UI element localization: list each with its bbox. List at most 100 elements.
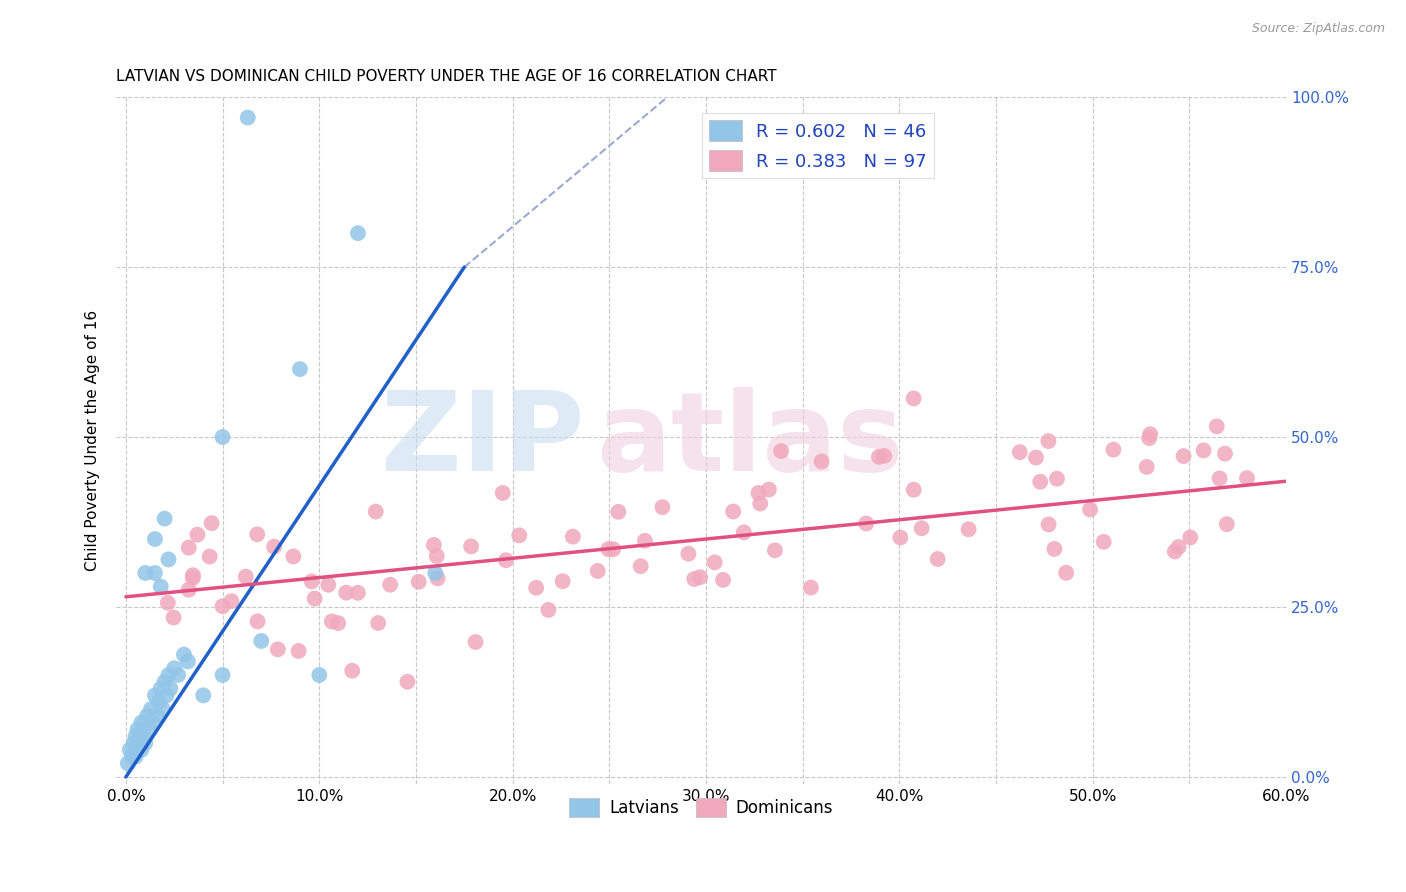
- Point: [464, 635, 486, 649]
- Point: [868, 450, 890, 464]
- Point: [152, 702, 174, 716]
- Point: [177, 654, 200, 668]
- Point: [1054, 566, 1077, 580]
- Point: [747, 486, 769, 500]
- Text: LATVIAN VS DOMINICAN CHILD POVERTY UNDER THE AGE OF 16 CORRELATION CHART: LATVIAN VS DOMINICAN CHILD POVERTY UNDER…: [117, 69, 778, 84]
- Point: [128, 736, 150, 750]
- Point: [703, 555, 725, 569]
- Point: [495, 553, 517, 567]
- Point: [143, 566, 166, 580]
- Point: [157, 552, 180, 566]
- Point: [800, 581, 823, 595]
- Point: [283, 549, 305, 564]
- Text: Source: ZipAtlas.com: Source: ZipAtlas.com: [1251, 22, 1385, 36]
- Point: [148, 695, 170, 709]
- Point: [1164, 544, 1187, 558]
- Point: [267, 642, 290, 657]
- Point: [1043, 541, 1066, 556]
- Point: [1078, 502, 1101, 516]
- Point: [136, 708, 159, 723]
- Point: [246, 527, 269, 541]
- Point: [492, 486, 515, 500]
- Point: [1038, 517, 1060, 532]
- Point: [250, 634, 273, 648]
- Point: [149, 580, 172, 594]
- Point: [181, 568, 204, 582]
- Point: [721, 504, 744, 518]
- Point: [118, 743, 141, 757]
- Point: [460, 540, 482, 554]
- Point: [1167, 540, 1189, 554]
- Point: [117, 756, 139, 771]
- Point: [131, 743, 153, 757]
- Point: [763, 543, 786, 558]
- Point: [177, 582, 200, 597]
- Point: [162, 610, 184, 624]
- Point: [211, 430, 233, 444]
- Point: [246, 615, 269, 629]
- Point: [167, 668, 190, 682]
- Point: [132, 729, 155, 743]
- Point: [651, 500, 673, 515]
- Point: [134, 715, 156, 730]
- Point: [537, 603, 560, 617]
- Point: [425, 566, 447, 580]
- Point: [177, 541, 200, 555]
- Point: [711, 573, 734, 587]
- Point: [1216, 517, 1239, 532]
- Legend: Latvians, Dominicans: Latvians, Dominicans: [562, 791, 839, 823]
- Point: [186, 527, 208, 541]
- Point: [561, 530, 583, 544]
- Point: [1046, 472, 1069, 486]
- Y-axis label: Child Poverty Under the Age of 16: Child Poverty Under the Age of 16: [86, 310, 100, 571]
- Point: [423, 538, 446, 552]
- Point: [157, 668, 180, 682]
- Point: [598, 542, 620, 557]
- Point: [236, 111, 259, 125]
- Point: [139, 702, 162, 716]
- Point: [201, 516, 224, 530]
- Point: [378, 577, 401, 591]
- Point: [1192, 443, 1215, 458]
- Point: [342, 664, 364, 678]
- Point: [134, 736, 156, 750]
- Point: [957, 522, 980, 536]
- Text: ZIP: ZIP: [381, 387, 583, 494]
- Point: [855, 516, 877, 531]
- Point: [142, 715, 165, 730]
- Point: [193, 689, 215, 703]
- Point: [683, 572, 706, 586]
- Point: [1029, 475, 1052, 489]
- Point: [301, 574, 323, 589]
- Point: [426, 571, 449, 585]
- Point: [235, 569, 257, 583]
- Point: [889, 531, 911, 545]
- Point: [903, 483, 925, 497]
- Point: [143, 689, 166, 703]
- Point: [156, 596, 179, 610]
- Point: [1136, 459, 1159, 474]
- Point: [367, 615, 389, 630]
- Point: [524, 581, 547, 595]
- Point: [508, 528, 530, 542]
- Point: [758, 483, 780, 497]
- Point: [1137, 431, 1160, 445]
- Point: [689, 570, 711, 584]
- Point: [903, 392, 925, 406]
- Point: [630, 559, 652, 574]
- Point: [321, 615, 343, 629]
- Point: [678, 547, 700, 561]
- Point: [124, 729, 146, 743]
- Point: [1038, 434, 1060, 449]
- Point: [1236, 471, 1258, 485]
- Point: [927, 552, 949, 566]
- Point: [211, 599, 233, 614]
- Point: [308, 668, 330, 682]
- Point: [287, 644, 309, 658]
- Point: [153, 511, 176, 525]
- Point: [146, 708, 169, 723]
- Point: [1173, 449, 1195, 463]
- Point: [159, 681, 181, 696]
- Point: [347, 586, 370, 600]
- Point: [134, 566, 156, 580]
